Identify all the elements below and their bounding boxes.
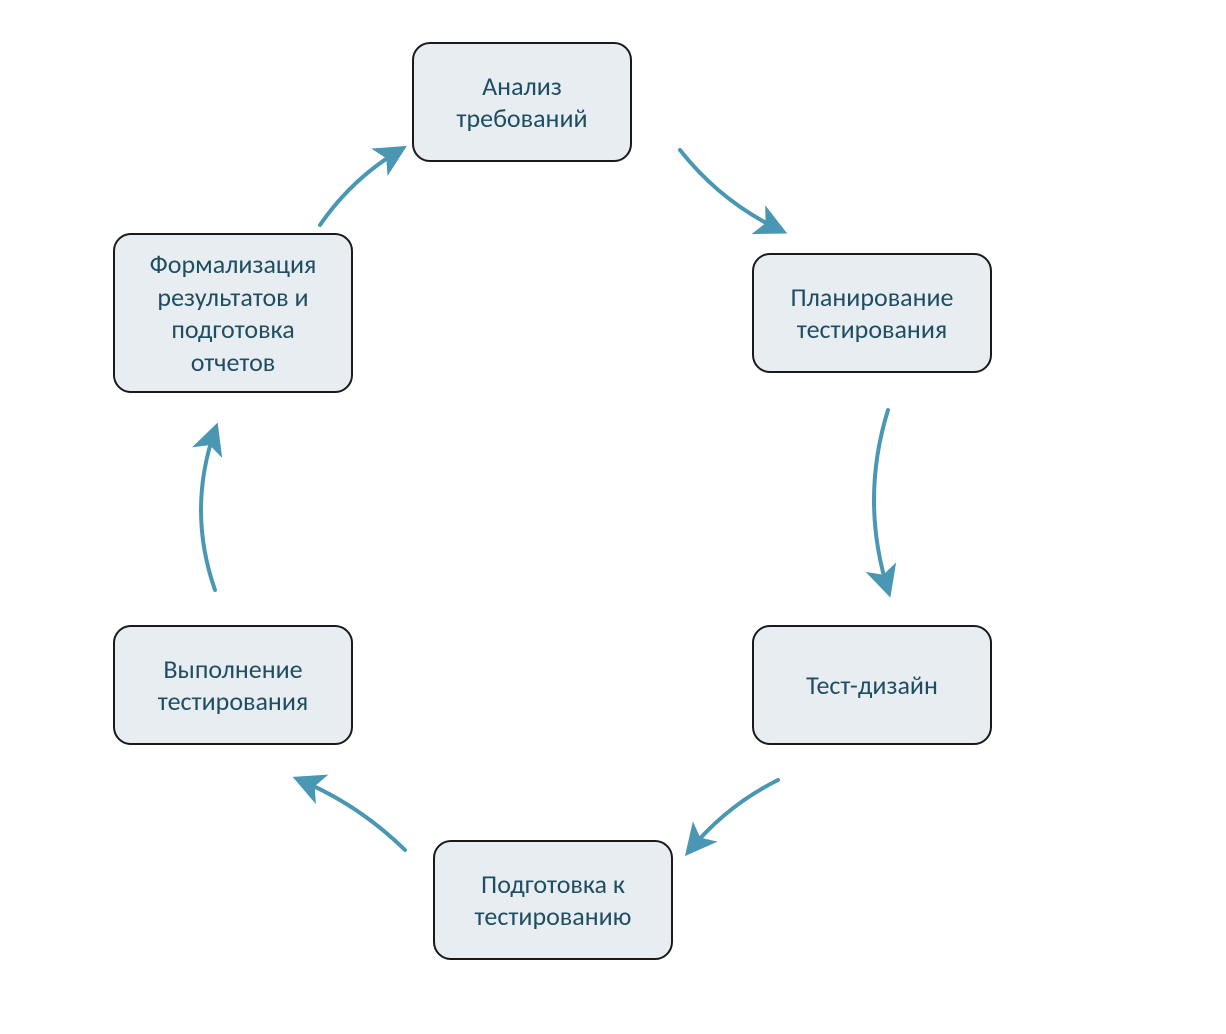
arrow-n4-n5: [300, 780, 405, 850]
arrow-n6-n1: [320, 150, 400, 225]
cycle-diagram: Анализ требований Планирование тестирован…: [0, 0, 1226, 1034]
flow-node-n3: Тест-дизайн: [752, 625, 992, 745]
arrow-n5-n6: [201, 430, 215, 590]
flow-node-n1: Анализ требований: [412, 42, 632, 162]
flow-node-n5: Выполнение тестирования: [113, 625, 353, 745]
flow-node-n6: Формализация результатов и подготовка от…: [113, 233, 353, 393]
flow-node-n4: Подготовка к тестированию: [433, 840, 673, 960]
flow-node-n2: Планирование тестирования: [752, 253, 992, 373]
arrow-n1-n2: [680, 150, 780, 230]
arrow-n2-n3: [874, 410, 888, 590]
arrow-n3-n4: [690, 780, 778, 850]
